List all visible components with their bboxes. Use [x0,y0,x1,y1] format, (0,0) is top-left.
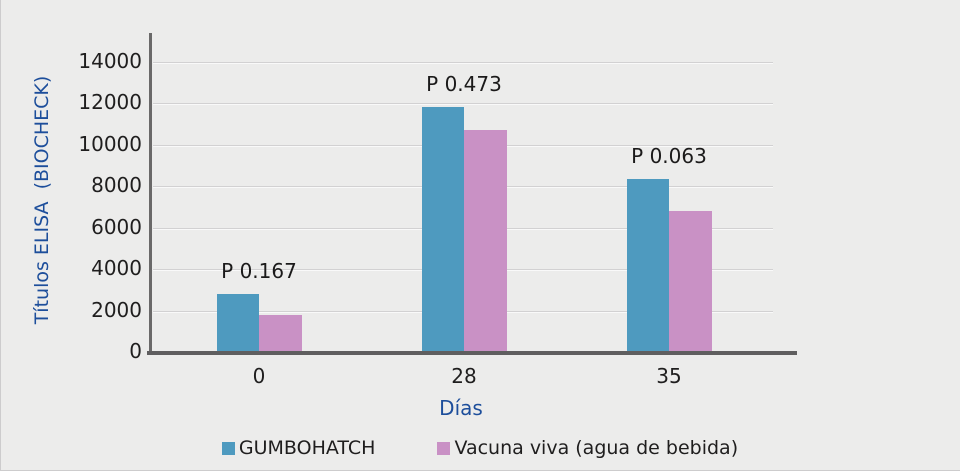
bar-vacuna-viva-day-28 [464,130,507,352]
legend-label-gumbohatch: GUMBOHATCH [238,437,376,459]
x-tick-label-day-28: 28 [451,364,477,388]
x-tick-label-day-0: 0 [252,364,266,388]
y-tick-label-6000: 6000 [91,214,142,239]
legend-swatch-vacuna-viva-icon [437,441,451,455]
p-value-annotation-day-28: P 0.473 [426,71,502,96]
p-value-annotation-day-0: P 0.167 [221,259,297,283]
y-tick-label-2000: 2000 [91,297,142,322]
y-tick-label-8000: 8000 [91,173,142,198]
x-axis-title: Días [439,396,483,420]
x-tick-label-day-35: 35 [656,364,682,388]
bar-gumbohatch-day-28 [421,106,464,352]
y-tick-label-10000: 10000 [78,132,142,157]
gridline-12000 [153,103,773,105]
legend-swatch-gumbohatch-icon [221,441,235,455]
y-tick-label-0: 0 [129,339,142,364]
gridline-14000 [153,62,773,63]
y-tick-label-14000: 14000 [78,49,142,74]
y-tick-label-12000: 12000 [78,90,142,115]
y-axis-title: Títulos ELISA (BIOCHECK) [31,75,53,325]
y-tick-label-4000: 4000 [91,256,142,281]
p-value-annotation-day-35: P 0.063 [631,144,707,169]
legend: GUMBOHATCH Vacuna viva (agua de bebida) [0,437,960,459]
y-axis-line [149,33,152,353]
legend-item-gumbohatch: GUMBOHATCH [221,437,376,459]
bar-vacuna-viva-day-35 [669,211,712,352]
bar-gumbohatch-day-0 [216,294,259,352]
legend-label-vacuna-viva: Vacuna viva (agua de bebida) [454,437,739,459]
x-axis-line [147,351,797,355]
legend-item-vacuna-viva: Vacuna viva (agua de bebida) [437,437,738,459]
bar-vacuna-viva-day-0 [259,314,302,352]
bar-gumbohatch-day-35 [626,179,669,352]
